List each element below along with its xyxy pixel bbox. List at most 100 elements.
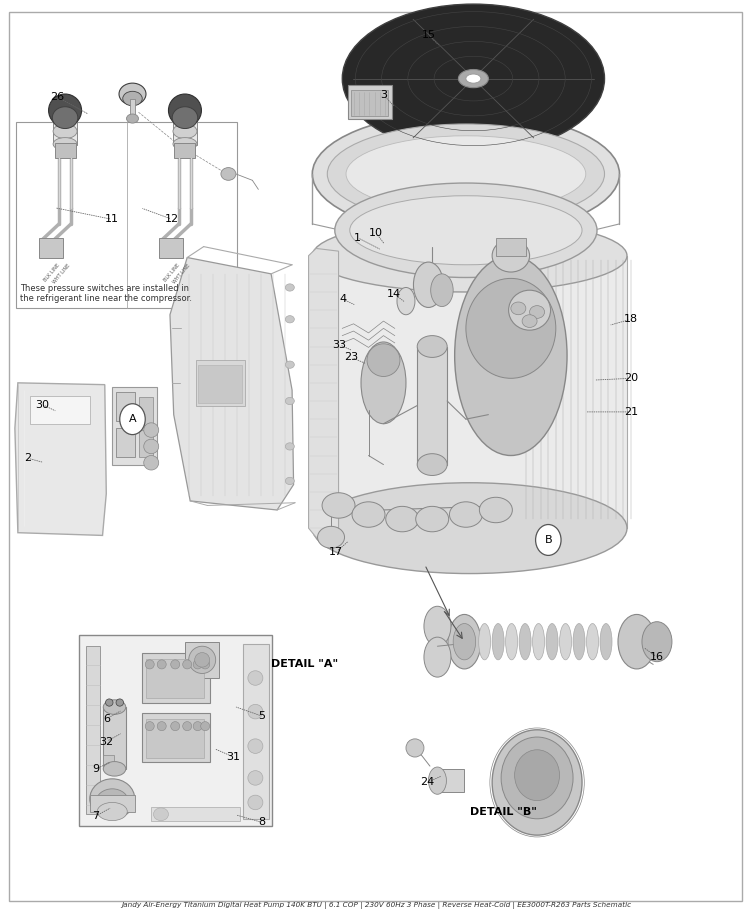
Ellipse shape bbox=[519, 623, 531, 660]
Text: DETAIL "A": DETAIL "A" bbox=[271, 660, 338, 670]
Ellipse shape bbox=[248, 795, 263, 810]
Ellipse shape bbox=[285, 443, 294, 450]
Ellipse shape bbox=[153, 808, 168, 821]
Ellipse shape bbox=[96, 789, 129, 816]
Ellipse shape bbox=[414, 262, 444, 307]
Ellipse shape bbox=[492, 240, 529, 272]
Bar bbox=[39, 238, 63, 258]
Text: 4: 4 bbox=[339, 294, 347, 304]
Ellipse shape bbox=[123, 91, 142, 106]
Ellipse shape bbox=[183, 722, 192, 731]
Circle shape bbox=[535, 525, 561, 556]
Ellipse shape bbox=[642, 621, 672, 661]
Ellipse shape bbox=[312, 112, 620, 236]
Ellipse shape bbox=[529, 306, 544, 318]
Ellipse shape bbox=[466, 74, 481, 83]
Ellipse shape bbox=[600, 623, 612, 660]
Ellipse shape bbox=[478, 623, 490, 660]
Bar bbox=[185, 641, 219, 678]
Bar bbox=[196, 360, 245, 405]
Bar bbox=[53, 118, 77, 145]
Ellipse shape bbox=[522, 314, 537, 327]
Ellipse shape bbox=[327, 124, 605, 224]
Bar bbox=[139, 397, 153, 425]
Circle shape bbox=[120, 404, 145, 435]
Ellipse shape bbox=[417, 454, 447, 476]
Text: 8: 8 bbox=[259, 817, 265, 827]
Ellipse shape bbox=[424, 606, 451, 646]
Text: DETAIL "B": DETAIL "B" bbox=[470, 806, 536, 816]
Bar bbox=[116, 428, 135, 457]
Ellipse shape bbox=[144, 423, 159, 437]
Bar bbox=[139, 430, 153, 457]
Bar bbox=[142, 652, 210, 702]
Ellipse shape bbox=[361, 342, 406, 424]
Text: 30: 30 bbox=[35, 400, 50, 410]
Text: 16: 16 bbox=[650, 652, 664, 662]
Ellipse shape bbox=[492, 623, 504, 660]
Ellipse shape bbox=[103, 700, 126, 714]
Ellipse shape bbox=[501, 737, 573, 819]
Text: 10: 10 bbox=[369, 228, 383, 238]
Bar bbox=[78, 635, 272, 826]
Ellipse shape bbox=[171, 660, 180, 669]
Text: 21: 21 bbox=[623, 407, 638, 417]
Text: WHT LINE: WHT LINE bbox=[171, 263, 191, 285]
Bar bbox=[199, 364, 242, 403]
Text: 26: 26 bbox=[50, 92, 64, 102]
Bar bbox=[496, 238, 526, 256]
Text: 7: 7 bbox=[92, 811, 99, 821]
Bar bbox=[243, 643, 269, 819]
Ellipse shape bbox=[346, 136, 586, 212]
Ellipse shape bbox=[546, 623, 558, 660]
Bar bbox=[102, 755, 114, 766]
Ellipse shape bbox=[479, 497, 512, 523]
Bar bbox=[350, 90, 388, 116]
Ellipse shape bbox=[342, 5, 605, 153]
Ellipse shape bbox=[285, 477, 294, 485]
Ellipse shape bbox=[172, 107, 198, 128]
Text: 20: 20 bbox=[623, 374, 638, 384]
Ellipse shape bbox=[248, 771, 263, 785]
Ellipse shape bbox=[171, 722, 180, 731]
Ellipse shape bbox=[587, 623, 599, 660]
Ellipse shape bbox=[89, 779, 135, 819]
Ellipse shape bbox=[193, 660, 202, 669]
Ellipse shape bbox=[248, 670, 263, 685]
Ellipse shape bbox=[335, 183, 597, 278]
Text: 23: 23 bbox=[344, 353, 359, 363]
Text: 31: 31 bbox=[226, 752, 241, 762]
Ellipse shape bbox=[312, 220, 627, 292]
Bar bbox=[112, 387, 157, 465]
Text: B: B bbox=[544, 535, 552, 545]
Text: 5: 5 bbox=[259, 711, 265, 722]
Ellipse shape bbox=[511, 302, 526, 314]
Text: A: A bbox=[129, 415, 136, 425]
Bar bbox=[146, 719, 205, 758]
Ellipse shape bbox=[119, 83, 146, 105]
Bar bbox=[89, 795, 135, 812]
Ellipse shape bbox=[431, 274, 453, 307]
Ellipse shape bbox=[116, 699, 123, 706]
Text: 6: 6 bbox=[103, 714, 110, 724]
Ellipse shape bbox=[53, 124, 77, 138]
Ellipse shape bbox=[416, 507, 449, 532]
Ellipse shape bbox=[322, 493, 355, 518]
Ellipse shape bbox=[505, 623, 517, 660]
Bar bbox=[417, 346, 447, 465]
Ellipse shape bbox=[312, 483, 627, 574]
Text: 14: 14 bbox=[387, 289, 401, 299]
Ellipse shape bbox=[573, 623, 585, 660]
Bar bbox=[159, 238, 183, 258]
Ellipse shape bbox=[53, 107, 77, 128]
Ellipse shape bbox=[285, 397, 294, 404]
Ellipse shape bbox=[195, 652, 210, 667]
Ellipse shape bbox=[285, 361, 294, 368]
Text: WHT LINE: WHT LINE bbox=[52, 263, 71, 285]
Ellipse shape bbox=[424, 637, 451, 677]
Text: 24: 24 bbox=[420, 777, 434, 787]
Text: BLK LINE: BLK LINE bbox=[43, 263, 61, 283]
Ellipse shape bbox=[492, 730, 582, 835]
Ellipse shape bbox=[459, 69, 488, 87]
Ellipse shape bbox=[317, 527, 344, 548]
